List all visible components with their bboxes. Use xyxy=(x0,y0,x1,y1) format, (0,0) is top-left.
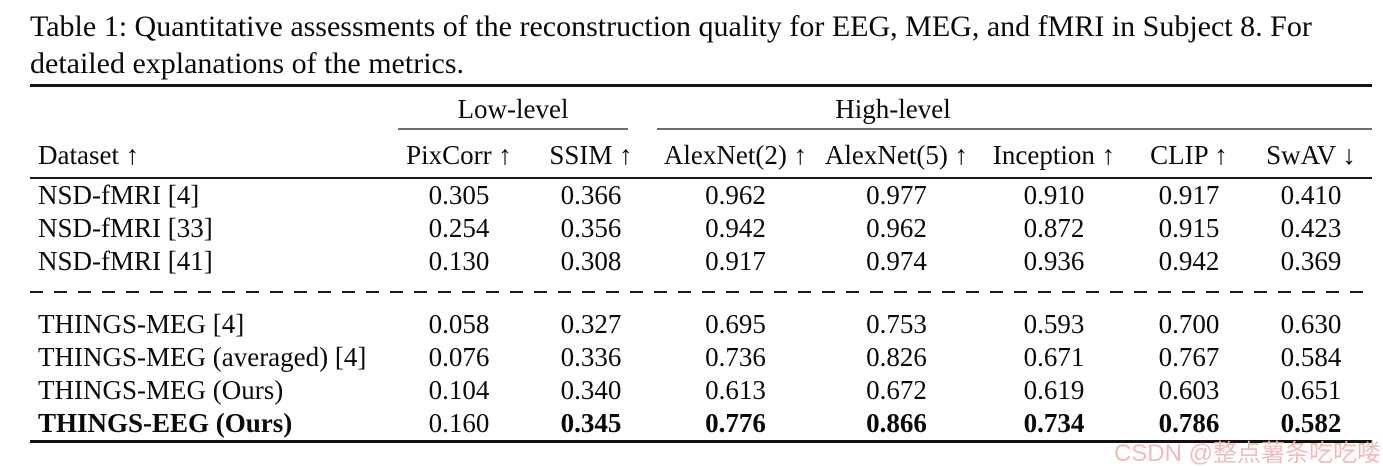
cell-value: 0.695 xyxy=(705,309,766,339)
cell-value: 0.160 xyxy=(428,408,490,438)
top-rule xyxy=(30,84,1372,87)
cell-value: 0.872 xyxy=(1023,213,1085,243)
cell-value: 0.340 xyxy=(560,375,622,405)
table-row: THINGS-MEG (averaged) [4] 0.076 0.336 0.… xyxy=(30,341,1372,374)
table-caption: Table 1: Quantitative assessments of the… xyxy=(30,10,1312,80)
col-header-inception: Inception ↑ xyxy=(992,140,1116,170)
cell-value: 0.786 xyxy=(1158,408,1220,438)
table-row: THINGS-MEG [4] 0.058 0.327 0.695 0.753 0… xyxy=(30,308,1372,341)
cell-value: 0.974 xyxy=(866,246,927,276)
cell-value: 0.584 xyxy=(1280,342,1342,372)
cell-value: 0.630 xyxy=(1280,309,1342,339)
cell-dataset: NSD-fMRI [4] xyxy=(38,180,200,210)
table-row: NSD-fMRI [4] 0.305 0.366 0.962 0.977 0.9… xyxy=(30,179,1372,212)
cell-value: 0.369 xyxy=(1280,246,1342,276)
cell-value: 0.336 xyxy=(560,342,622,372)
cell-value: 0.776 xyxy=(705,408,766,438)
cell-value: 0.671 xyxy=(1023,342,1085,372)
cell-value: 0.254 xyxy=(428,213,490,243)
cell-value: 0.076 xyxy=(428,342,490,372)
table-row: NSD-fMRI [41] 0.130 0.308 0.917 0.974 0.… xyxy=(30,245,1372,278)
cell-value: 0.910 xyxy=(1023,180,1085,210)
cell-value: 0.651 xyxy=(1280,375,1342,405)
col-header-clip: CLIP ↑ xyxy=(1150,140,1228,170)
cell-value: 0.356 xyxy=(560,213,622,243)
cell-value: 0.308 xyxy=(560,246,622,276)
table-row: THINGS-MEG (Ours) 0.104 0.340 0.613 0.67… xyxy=(30,374,1372,407)
table-row-ours-eeg: THINGS-EEG (Ours) 0.160 0.345 0.776 0.86… xyxy=(30,407,1372,440)
cell-value: 0.962 xyxy=(866,213,927,243)
col-header-alexnet5: AlexNet(5) ↑ xyxy=(824,140,969,170)
cell-value: 0.753 xyxy=(866,309,927,339)
cell-value: 0.700 xyxy=(1158,309,1220,339)
cell-value: 0.345 xyxy=(560,408,622,438)
cell-dataset: NSD-fMRI [41] xyxy=(38,246,213,276)
cell-value: 0.917 xyxy=(1158,180,1220,210)
cell-dataset: THINGS-MEG (averaged) [4] xyxy=(38,342,367,372)
header-rule xyxy=(30,177,1372,179)
cell-value: 0.734 xyxy=(1023,408,1085,438)
cell-value: 0.942 xyxy=(1158,246,1220,276)
cell-value: 0.672 xyxy=(866,375,927,405)
results-table: Low-level High-level Dataset ↑ PixCorr ↑… xyxy=(30,84,1372,443)
cell-value: 0.593 xyxy=(1023,309,1085,339)
cell-dataset: NSD-fMRI [33] xyxy=(38,213,213,243)
cell-value: 0.305 xyxy=(428,180,490,210)
table-row: NSD-fMRI [33] 0.254 0.356 0.942 0.962 0.… xyxy=(30,212,1372,245)
cell-value: 0.915 xyxy=(1158,213,1220,243)
cell-value: 0.104 xyxy=(428,375,490,405)
cell-dataset: THINGS-MEG [4] xyxy=(38,309,245,339)
cell-value: 0.977 xyxy=(866,180,927,210)
col-header-ssim: SSIM ↑ xyxy=(549,140,633,170)
group-header-high-level: High-level xyxy=(835,94,951,124)
cell-value: 0.619 xyxy=(1023,375,1085,405)
cell-value: 0.582 xyxy=(1280,408,1342,438)
cell-value: 0.058 xyxy=(428,309,490,339)
cell-value: 0.603 xyxy=(1158,375,1220,405)
group-underline-row xyxy=(30,128,1372,130)
cell-value: 0.942 xyxy=(705,213,766,243)
cell-value: 0.613 xyxy=(705,375,766,405)
cell-dataset: THINGS-EEG (Ours) xyxy=(38,408,293,438)
cell-value: 0.826 xyxy=(866,342,927,372)
cell-value: 0.410 xyxy=(1280,180,1342,210)
cell-value: 0.962 xyxy=(705,180,766,210)
csdn-watermark: CSDN @整点薯条吃吃喽 xyxy=(1113,440,1381,467)
group-header-low-level: Low-level xyxy=(457,94,569,124)
col-header-dataset: Dataset ↑ xyxy=(38,140,140,170)
cell-value: 0.767 xyxy=(1158,342,1220,372)
col-header-alexnet2: AlexNet(2) ↑ xyxy=(663,140,808,170)
cell-value: 0.936 xyxy=(1023,246,1085,276)
cell-value: 0.866 xyxy=(866,408,927,438)
low-level-underline xyxy=(398,128,628,130)
cell-value: 0.327 xyxy=(560,309,622,339)
cell-value: 0.423 xyxy=(1280,213,1342,243)
bottom-rule xyxy=(30,440,1372,443)
col-header-swav: SwAV ↓ xyxy=(1266,140,1356,170)
group-header-row: Low-level High-level xyxy=(30,87,1372,128)
col-header-pixcorr: PixCorr ↑ xyxy=(406,140,512,170)
column-header-row: Dataset ↑ PixCorr ↑ SSIM ↑ AlexNet(2) ↑ … xyxy=(30,130,1372,177)
cell-value: 0.366 xyxy=(560,180,622,210)
dashed-divider xyxy=(30,291,1372,293)
cell-dataset: THINGS-MEG (Ours) xyxy=(38,375,284,405)
high-level-underline xyxy=(657,128,1372,130)
cell-value: 0.130 xyxy=(428,246,490,276)
cell-value: 0.736 xyxy=(705,342,766,372)
cell-value: 0.917 xyxy=(705,246,766,276)
section-divider-row xyxy=(30,278,1372,308)
